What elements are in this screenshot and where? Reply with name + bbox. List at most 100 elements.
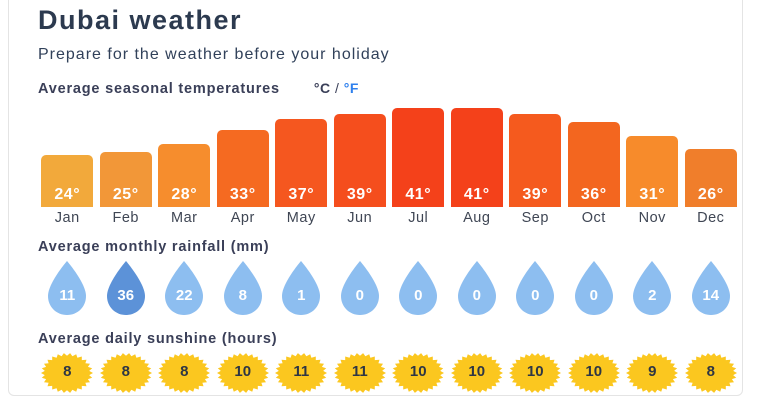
temp-bar-column: 31° bbox=[623, 136, 682, 207]
raindrop-icon: 11 bbox=[45, 259, 89, 317]
sunshine-value: 11 bbox=[351, 363, 368, 380]
raindrop-icon: 14 bbox=[689, 259, 733, 317]
month-label-column: Oct bbox=[565, 210, 624, 226]
temp-bar-column: 26° bbox=[682, 149, 741, 207]
month-label: Dec bbox=[697, 210, 725, 226]
raindrop-column: 0 bbox=[506, 259, 565, 317]
temp-bar: 25° bbox=[99, 152, 152, 207]
sun-icon: 10 bbox=[508, 352, 562, 394]
raindrop-icon: 0 bbox=[338, 259, 382, 317]
month-label-column: Feb bbox=[97, 210, 156, 226]
rainfall-value: 36 bbox=[117, 287, 135, 304]
temp-bar: 26° bbox=[684, 149, 737, 207]
temp-bar-column: 39° bbox=[506, 114, 565, 207]
temp-bar-column: 36° bbox=[565, 122, 624, 207]
temp-bar: 41° bbox=[450, 108, 503, 207]
sun-column: 10 bbox=[389, 352, 448, 394]
month-label: Jan bbox=[54, 210, 80, 226]
month-label: Oct bbox=[581, 210, 606, 226]
unit-celsius[interactable]: °C bbox=[313, 80, 331, 96]
temperature-bar-chart: 24° 25° 28° 33° 37° 39° 41° 41° 39° 36° 31° 26° bbox=[38, 107, 740, 207]
month-label: Nov bbox=[638, 210, 666, 226]
sunshine-value: 8 bbox=[63, 363, 72, 380]
temp-bar-column: 39° bbox=[331, 114, 390, 207]
temp-value: 24° bbox=[54, 186, 81, 203]
month-label-column: Mar bbox=[155, 210, 214, 226]
temp-bar: 33° bbox=[216, 130, 269, 207]
raindrop-icon: 8 bbox=[221, 259, 265, 317]
raindrop-column: 0 bbox=[389, 259, 448, 317]
rainfall-value: 0 bbox=[355, 287, 364, 304]
sun-icon: 11 bbox=[274, 352, 328, 394]
month-label: Sep bbox=[521, 210, 549, 226]
sunshine-value: 9 bbox=[648, 363, 657, 380]
temp-value: 41° bbox=[405, 186, 432, 203]
month-label: Apr bbox=[230, 210, 255, 226]
raindrop-icon: 0 bbox=[455, 259, 499, 317]
weather-card: Dubai weather Prepare for the weather be… bbox=[8, 0, 743, 396]
unit-toggle: °C / °F bbox=[314, 80, 359, 96]
raindrop-column: 36 bbox=[97, 259, 156, 317]
unit-fahrenheit-link[interactable]: °F bbox=[343, 80, 359, 96]
temperatures-header: Average seasonal temperatures °C / °F bbox=[38, 80, 742, 97]
sun-column: 10 bbox=[448, 352, 507, 394]
temp-value: 36° bbox=[580, 186, 607, 203]
month-labels: Jan Feb Mar Apr May Jun Jul Aug Sep Oct Nov Dec bbox=[38, 210, 740, 226]
temp-bar: 39° bbox=[509, 114, 562, 207]
raindrop-icon: 0 bbox=[513, 259, 557, 317]
raindrop-icon: 36 bbox=[104, 259, 148, 317]
temp-bar: 41° bbox=[392, 108, 445, 207]
rainfall-value: 2 bbox=[648, 287, 657, 304]
raindrop-icon: 0 bbox=[396, 259, 440, 317]
sun-icon: 8 bbox=[40, 352, 94, 394]
month-label-column: Nov bbox=[623, 210, 682, 226]
temp-bar: 28° bbox=[158, 144, 211, 207]
raindrop-column: 8 bbox=[214, 259, 273, 317]
sunshine-chart: 8 8 8 10 11 11 10 10 10 10 9 8 bbox=[38, 352, 740, 394]
month-label-column: Apr bbox=[214, 210, 273, 226]
sun-column: 11 bbox=[331, 352, 390, 394]
raindrop-icon: 2 bbox=[630, 259, 674, 317]
month-label: May bbox=[286, 210, 316, 226]
temp-bar-column: 28° bbox=[155, 144, 214, 207]
sun-column: 10 bbox=[565, 352, 624, 394]
temp-bar-column: 25° bbox=[97, 152, 156, 207]
month-label-column: May bbox=[272, 210, 331, 226]
month-label-column: Sep bbox=[506, 210, 565, 226]
month-label-column: Jan bbox=[38, 210, 97, 226]
sun-icon: 9 bbox=[625, 352, 679, 394]
sun-column: 8 bbox=[155, 352, 214, 394]
temp-value: 28° bbox=[171, 186, 198, 203]
temp-value: 37° bbox=[288, 186, 315, 203]
month-label: Mar bbox=[171, 210, 198, 226]
sunshine-value: 8 bbox=[706, 363, 715, 380]
sunshine-heading: Average daily sunshine (hours) bbox=[38, 331, 278, 347]
sunshine-value: 8 bbox=[121, 363, 130, 380]
temp-value: 31° bbox=[639, 186, 666, 203]
sunshine-value: 11 bbox=[293, 363, 310, 380]
sun-icon: 10 bbox=[567, 352, 621, 394]
temp-value: 26° bbox=[697, 186, 724, 203]
sun-icon: 11 bbox=[333, 352, 387, 394]
sunshine-value: 8 bbox=[180, 363, 189, 380]
sunshine-value: 10 bbox=[526, 363, 544, 380]
sun-column: 8 bbox=[682, 352, 741, 394]
rainfall-value: 0 bbox=[531, 287, 540, 304]
temp-value: 41° bbox=[463, 186, 490, 203]
raindrop-column: 0 bbox=[565, 259, 624, 317]
temp-bar: 36° bbox=[567, 122, 620, 207]
sun-icon: 10 bbox=[391, 352, 445, 394]
temp-bar-column: 33° bbox=[214, 130, 273, 207]
rainfall-value: 0 bbox=[472, 287, 481, 304]
temp-bar-column: 24° bbox=[38, 155, 97, 207]
month-label-column: Jun bbox=[331, 210, 390, 226]
rainfall-value: 8 bbox=[238, 287, 247, 304]
month-label: Aug bbox=[463, 210, 491, 226]
temp-bar: 24° bbox=[41, 155, 94, 207]
temp-value: 33° bbox=[229, 186, 256, 203]
month-label-column: Dec bbox=[682, 210, 741, 226]
raindrop-column: 0 bbox=[331, 259, 390, 317]
temp-bar-column: 41° bbox=[389, 108, 448, 207]
sunshine-value: 10 bbox=[409, 363, 427, 380]
month-label: Jul bbox=[408, 210, 429, 226]
